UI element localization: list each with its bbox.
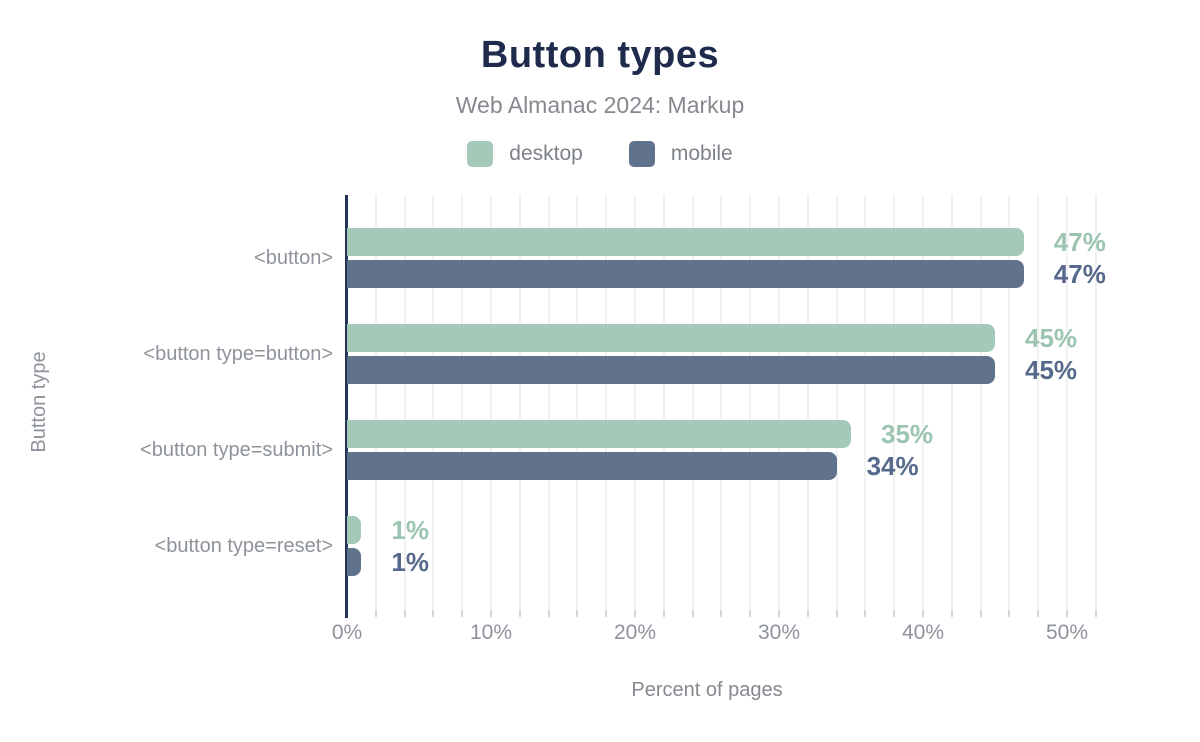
gridline — [979, 195, 982, 610]
category-label: <button type=submit> — [140, 439, 333, 461]
gridline — [864, 195, 867, 610]
mobile-value-label: 45% — [1025, 355, 1078, 385]
axis-tick — [720, 610, 723, 617]
legend: desktop mobile — [0, 141, 1200, 167]
gridline — [691, 195, 694, 610]
category-label: <button> — [254, 247, 333, 269]
category-label: <button type=button> — [143, 343, 333, 365]
gridline — [749, 195, 752, 610]
gridline — [547, 195, 550, 610]
axis-tick — [1094, 610, 1097, 617]
mobile-value-label: 1% — [391, 547, 429, 577]
gridline — [950, 195, 953, 610]
gridline — [1094, 195, 1097, 610]
gridline — [605, 195, 608, 610]
legend-item-desktop[interactable]: desktop — [467, 141, 583, 167]
desktop-value-label: 47% — [1053, 227, 1106, 257]
axis-tick — [979, 610, 982, 617]
gridline — [1066, 195, 1068, 610]
x-tick-label: 50% — [1045, 621, 1089, 644]
gridline — [778, 195, 780, 610]
desktop-bar — [347, 516, 362, 544]
x-tick-label: 20% — [613, 621, 657, 644]
desktop-value-label: 45% — [1025, 323, 1078, 353]
gridline — [662, 195, 665, 610]
axis-tick — [403, 610, 406, 617]
gridline — [720, 195, 723, 610]
desktop-value-label: 1% — [391, 515, 429, 545]
y-axis-title: Button type — [28, 351, 50, 453]
chart-subtitle: Web Almanac 2024: Markup — [455, 92, 745, 118]
gridline — [518, 195, 521, 610]
x-tick-label: 0% — [331, 621, 363, 644]
axis-tick — [864, 610, 867, 617]
desktop-series-swatch — [467, 141, 494, 167]
legend-label-desktop: desktop — [509, 142, 583, 165]
gridline — [576, 195, 579, 610]
gridline — [634, 195, 636, 610]
mobile-bar — [347, 548, 362, 576]
axis-tick — [778, 610, 780, 617]
x-tick-label: 40% — [901, 621, 945, 644]
axis-tick — [605, 610, 608, 617]
y-axis-line — [345, 195, 348, 618]
legend-item-mobile[interactable]: mobile — [628, 141, 733, 167]
axis-tick — [950, 610, 953, 617]
mobile-bar — [347, 452, 837, 480]
axis-tick — [749, 610, 752, 617]
axis-tick — [662, 610, 665, 617]
mobile-series-swatch — [628, 141, 655, 167]
x-tick-label: 10% — [469, 621, 513, 644]
axis-tick — [432, 610, 435, 617]
x-tick-label: 30% — [757, 621, 801, 644]
chart-title: Button types — [480, 34, 720, 76]
axis-tick — [893, 610, 896, 617]
desktop-value-label: 35% — [881, 419, 934, 449]
mobile-bar — [347, 260, 1024, 288]
axis-tick — [461, 610, 464, 617]
gridline — [806, 195, 809, 610]
desktop-bar — [347, 420, 851, 448]
gridline — [432, 195, 435, 610]
axis-tick — [374, 610, 377, 617]
mobile-bar — [347, 356, 995, 384]
gridline — [1037, 195, 1040, 610]
gridline — [403, 195, 406, 610]
mobile-value-label: 47% — [1053, 259, 1106, 289]
x-axis-title: Percent of pages — [631, 679, 783, 701]
gridline — [1008, 195, 1011, 610]
axis-tick — [490, 610, 492, 617]
axis-tick — [1008, 610, 1011, 617]
category-label: <button type=reset> — [154, 535, 333, 557]
gridline — [893, 195, 896, 610]
axis-tick — [691, 610, 694, 617]
axis-tick — [518, 610, 521, 617]
desktop-bar — [347, 324, 995, 352]
gridline — [461, 195, 464, 610]
gridline — [835, 195, 838, 610]
axis-tick — [634, 610, 636, 617]
desktop-bar — [347, 228, 1024, 256]
legend-label-mobile: mobile — [670, 142, 733, 165]
axis-tick — [922, 610, 924, 617]
axis-tick — [1066, 610, 1068, 617]
axis-tick — [547, 610, 550, 617]
axis-tick — [1037, 610, 1040, 617]
gridline — [374, 195, 377, 610]
axis-tick — [806, 610, 809, 617]
axis-tick — [576, 610, 579, 617]
gridline — [922, 195, 924, 610]
gridline — [490, 195, 492, 610]
mobile-value-label: 34% — [866, 451, 919, 481]
axis-tick — [835, 610, 838, 617]
